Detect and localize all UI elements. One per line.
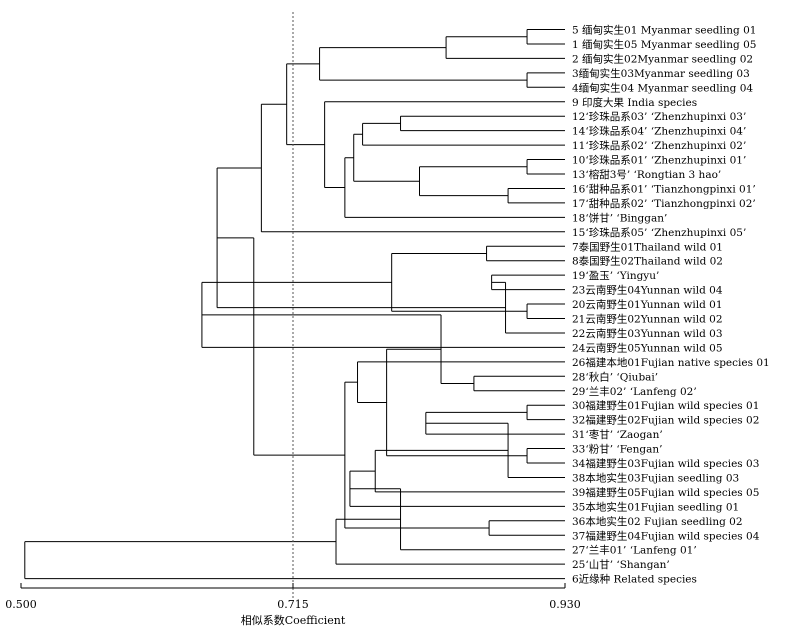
merge-node-67 <box>374 449 565 493</box>
leaf-label: 34福建野生03Fujian wild species 03 <box>572 457 759 470</box>
leaf-label: 23云南野生04Yunnan wild 04 <box>572 284 723 297</box>
leaf-label: 13‘榕甜3号’ ‘Rongtian 3 hao’ <box>572 168 721 181</box>
tick-label: 0.715 <box>277 598 309 611</box>
leaf-label: 32福建野生02Fujian wild species 02 <box>572 414 759 427</box>
x-axis-ticks: 0.500 0.715 0.930 <box>5 583 581 611</box>
merge-node-55 <box>526 303 565 319</box>
leaf-label: 26福建本地01Fujian native species 01 <box>572 356 770 369</box>
merge-node-73 <box>335 518 565 565</box>
leaf-label: 18‘饼甘’ ‘Binggan’ <box>572 211 667 224</box>
leaf-label: 14‘珍珠品系04’ ‘Zhenzhupinxi 04’ <box>572 125 746 138</box>
leaf-label: 25‘山甘’ ‘Shangan’ <box>572 558 670 571</box>
leaf-label: 9 印度大果 India species <box>572 96 697 109</box>
leaf-label: 22云南野生03Yunnan wild 03 <box>572 327 723 340</box>
tick-label: 0.500 <box>5 598 37 611</box>
merge-node-68 <box>357 361 565 403</box>
leaf-label: 15‘珍珠品系05’ ‘Zhenzhupinxi 05’ <box>572 226 746 239</box>
merge-node-60 <box>473 375 565 392</box>
leaf-label: 3缅甸实生03Myanmar seedling 03 <box>572 67 750 80</box>
dendrogram-tree <box>24 29 565 580</box>
tick-label: 0.930 <box>549 598 581 611</box>
merge-node-42 <box>319 47 528 81</box>
leaf-label: 16‘甜种品系01’ ‘Tianzhongpinxi 01’ <box>572 182 756 195</box>
leaf-label: 27‘兰丰01’ ‘Lanfeng 01’ <box>572 544 697 557</box>
x-axis-title: 相似系数Coefficient <box>241 614 346 627</box>
leaf-label: 10‘珍珠品系01’ ‘Zhenzhupinxi 01’ <box>572 154 746 167</box>
leaf-label: 24云南野生05Yunnan wild 05 <box>572 341 723 354</box>
leaf-label: 28‘秋白’ ‘Qiubai’ <box>572 370 658 383</box>
merge-node-43 <box>400 115 565 132</box>
leaf-label: 4缅甸实生04 Myanmar seedling 04 <box>572 81 753 94</box>
leaf-label: 35本地实生01Fujian seedling 01 <box>572 500 739 513</box>
leaf-label: 29‘兰丰02’ ‘Lanfeng 02’ <box>572 385 697 398</box>
leaf-label: 20云南野生01Yunnan wild 01 <box>572 298 723 311</box>
merge-node-57 <box>391 252 528 312</box>
leaf-label: 31‘枣甘’ ‘Zaogan’ <box>572 428 663 441</box>
merge-node-70 <box>488 520 565 536</box>
leaf-label: 5 缅甸实生01 Myanmar seedling 01 <box>572 24 756 37</box>
leaf-label: 11‘珍珠品系02’ ‘Zhenzhupinxi 02’ <box>572 139 746 152</box>
merge-node-47 <box>419 166 528 197</box>
leaf-label: 12‘珍珠品系03’ ‘Zhenzhupinxi 03’ <box>572 110 746 123</box>
leaf-label: 36本地实生02 Fujian seedling 02 <box>572 515 743 528</box>
leaf-label: 19‘盈玉’ ‘Yingyu’ <box>572 270 659 282</box>
merge-node-41 <box>526 72 565 88</box>
leaf-labels: 5 缅甸实生01 Myanmar seedling 011 缅甸实生05 Mya… <box>572 24 770 586</box>
leaf-label: 6近缘种 Related species <box>572 573 697 586</box>
leaf-label: 39福建野生05Fujian wild species 05 <box>572 486 759 499</box>
merge-node-66 <box>386 348 528 457</box>
leaf-label: 7泰国野生01Thailand wild 01 <box>572 240 723 253</box>
merge-node-46 <box>507 187 565 204</box>
leaf-label: 37福建野生04Fujian wild species 04 <box>572 529 760 542</box>
leaf-label: 21云南野生02Yunnan wild 02 <box>572 313 723 326</box>
merge-node-44 <box>362 122 565 146</box>
merge-node-40 <box>445 36 565 59</box>
leaf-label: 38本地实生03Fujian seedling 03 <box>572 471 739 484</box>
merge-node-48 <box>353 133 420 182</box>
leaf-label: 8泰国野生02Thailand wild 02 <box>572 255 723 268</box>
merge-node-53 <box>486 245 565 262</box>
merge-node-74 <box>217 237 345 456</box>
merge-node-58 <box>216 167 506 309</box>
merge-node-39 <box>526 29 565 45</box>
merge-node-75 <box>24 541 565 580</box>
leaf-label: 17‘甜种品系02’ ‘Tianzhongpinxi 02’ <box>572 197 756 210</box>
merge-node-45 <box>526 159 565 175</box>
leaf-label: 2 缅甸实生02Myanmar seedling 02 <box>572 52 753 65</box>
merge-node-61 <box>526 404 565 421</box>
leaf-label: 1 缅甸实生05 Myanmar seedling 05 <box>572 38 756 51</box>
merge-node-52 <box>260 103 565 233</box>
leaf-label: 30福建野生01Fujian wild species 01 <box>572 399 759 412</box>
x-axis: 0.500 0.715 0.930 相似系数Coefficient <box>5 583 581 627</box>
merge-node-64 <box>526 448 565 464</box>
merge-node-51 <box>286 63 325 146</box>
leaf-label: 33‘粉甘’ ‘Fengan’ <box>572 443 662 456</box>
